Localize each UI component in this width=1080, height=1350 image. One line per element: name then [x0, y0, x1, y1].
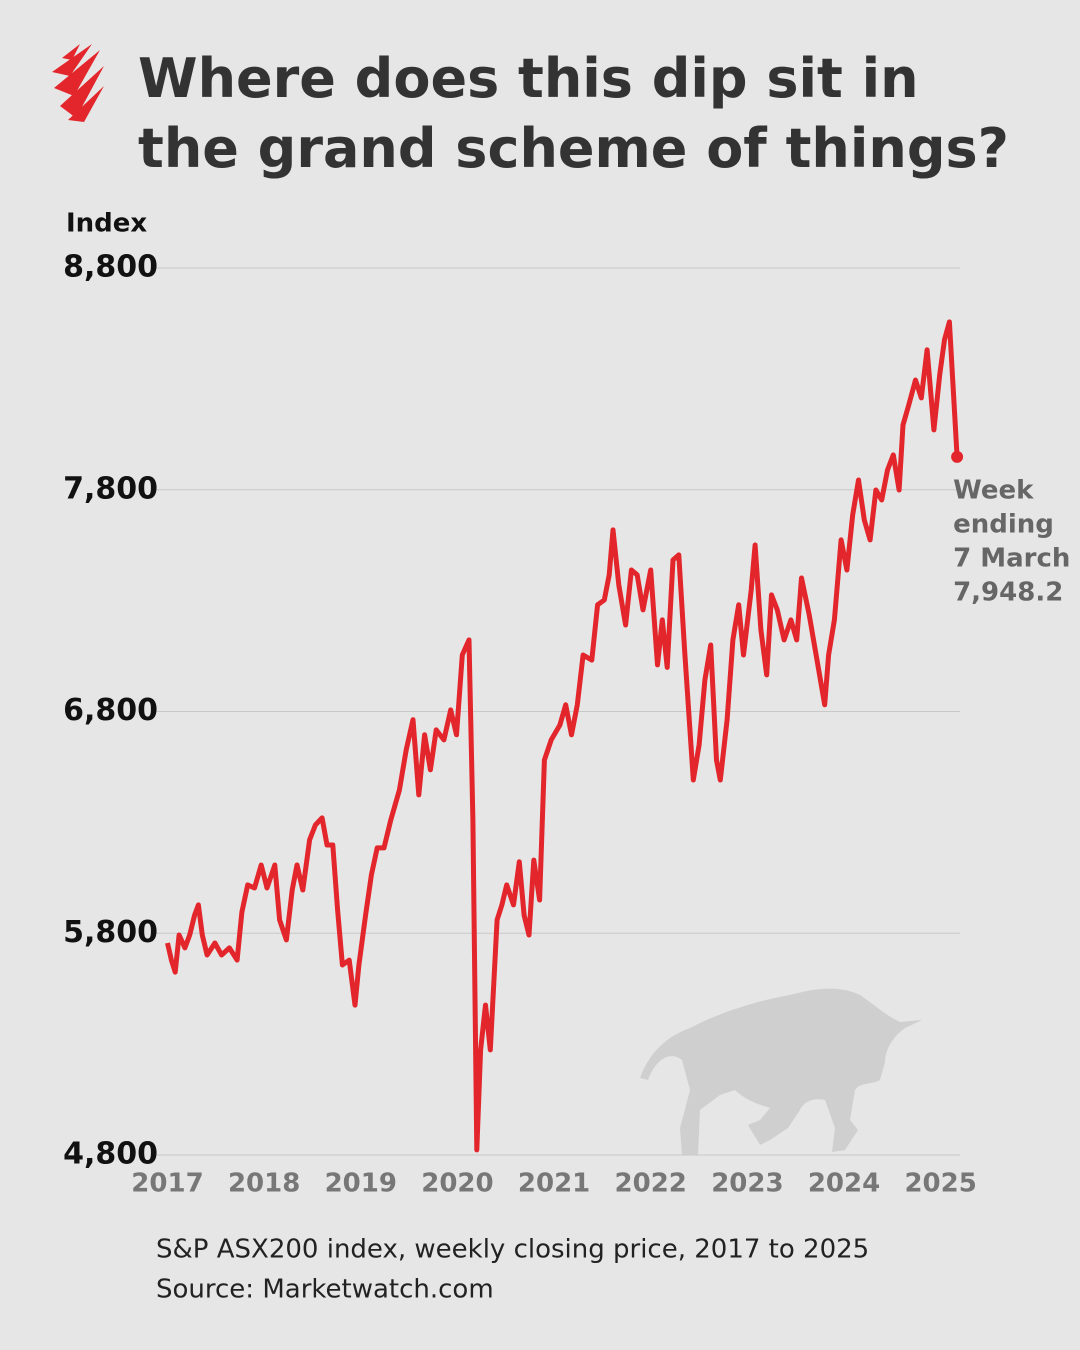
x-tick-label: 2018: [228, 1169, 300, 1199]
annotation: Week: [953, 475, 1034, 505]
logo: [52, 44, 104, 122]
y-axis-label: Index: [66, 209, 147, 239]
bull-silhouette: [640, 988, 922, 1155]
annotation: 7 March: [953, 543, 1070, 573]
subtitle: S&P ASX200 index, weekly closing price, …: [156, 1235, 869, 1265]
price-line: [165, 319, 960, 1153]
x-tick-label: 2020: [421, 1169, 493, 1199]
x-tick-label: 2017: [131, 1169, 203, 1199]
x-tick-label: 2019: [325, 1169, 397, 1199]
x-tick-label: 2025: [904, 1169, 976, 1199]
y-tick-label: 6,800: [63, 693, 158, 728]
y-tick-label: 7,800: [63, 471, 158, 506]
end-point: [951, 450, 964, 463]
y-tick-label: 5,800: [63, 915, 158, 950]
x-tick-label: 2021: [518, 1169, 590, 1199]
y-tick-label: 8,800: [63, 250, 158, 285]
x-tick-label: 2023: [711, 1169, 783, 1199]
chart-title: Where does this dip sit in the grand sch…: [138, 47, 1009, 180]
annotation: ending: [953, 509, 1054, 539]
source: Source: Marketwatch.com: [156, 1275, 494, 1305]
x-tick-label: 2024: [808, 1169, 880, 1199]
y-tick-label: 4,800: [63, 1137, 158, 1172]
value-label: 7,948.2: [953, 577, 1063, 607]
x-tick-label: 2022: [615, 1169, 687, 1199]
